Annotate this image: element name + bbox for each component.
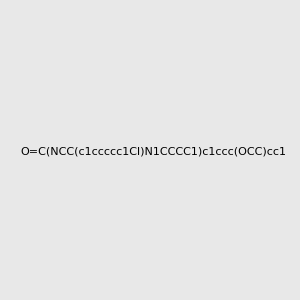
Text: O=C(NCC(c1ccccc1Cl)N1CCCC1)c1ccc(OCC)cc1: O=C(NCC(c1ccccc1Cl)N1CCCC1)c1ccc(OCC)cc1 bbox=[21, 146, 287, 157]
